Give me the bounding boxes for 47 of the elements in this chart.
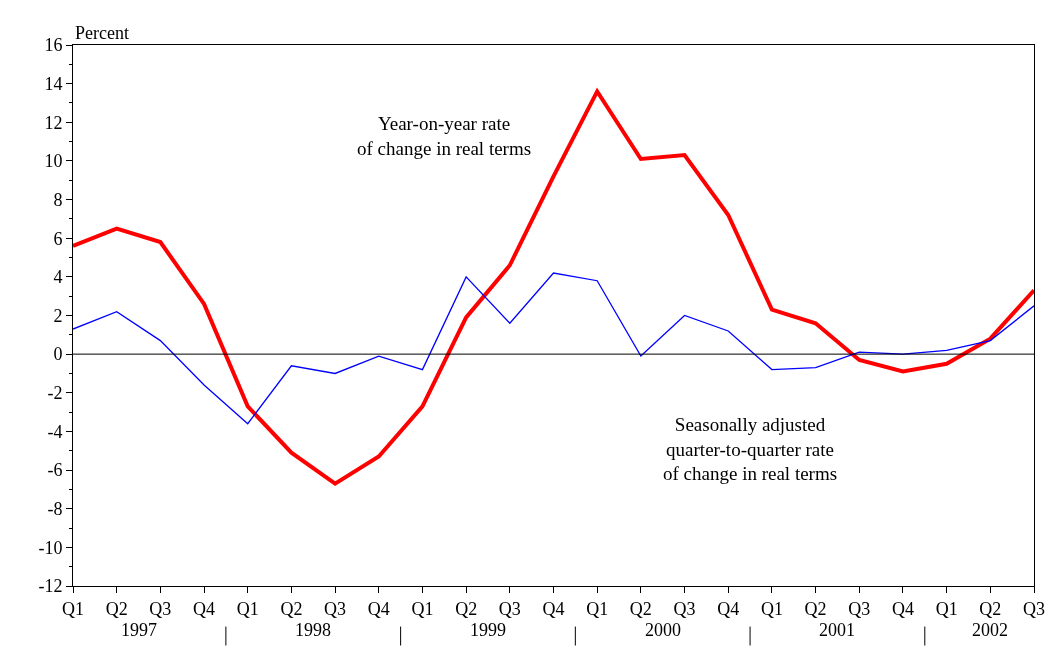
series-label: Year-on-year rate of change in real terms (357, 113, 532, 159)
x-tick-label: Q3 (324, 598, 347, 619)
y-tick-label: 6 (53, 228, 63, 249)
y-tick-label: -2 (47, 383, 63, 404)
text: 1997 (121, 620, 157, 640)
x-tick-label: Q4 (193, 598, 216, 619)
y-tick-label: -6 (47, 460, 63, 481)
x-tick-label: Q4 (717, 598, 740, 619)
x-tick-label: Q2 (979, 598, 1002, 619)
y-tick-label: 14 (44, 73, 63, 94)
x-tick-label: Q1 (62, 598, 84, 619)
x-tick-label: Q2 (804, 598, 827, 619)
y-tick-label: -4 (47, 421, 63, 442)
y-axis-title: Percent (75, 23, 129, 43)
text: 1998 (295, 620, 331, 640)
x-tick-label: Q1 (586, 598, 609, 619)
x-tick-label: Q3 (149, 598, 172, 619)
y-tick-label: 8 (53, 189, 63, 210)
y-tick-label: 12 (44, 112, 63, 133)
x-tick-label: Q1 (935, 598, 958, 619)
x-tick-label: Q3 (498, 598, 521, 619)
x-tick-label: Q4 (891, 598, 914, 619)
text: 2000 (645, 620, 681, 640)
text: 2001 (819, 620, 855, 640)
x-tick-label: Q1 (236, 598, 259, 619)
y-tick-label: 0 (53, 344, 63, 365)
x-tick-label: Q1 (411, 598, 434, 619)
x-tick-label: Q3 (1023, 598, 1045, 619)
x-tick-label: Q3 (673, 598, 696, 619)
y-tick-label: -8 (47, 499, 63, 520)
x-tick-label: Q2 (280, 598, 303, 619)
y-tick-label: -12 (38, 576, 63, 597)
y-tick-label: 16 (44, 35, 63, 56)
x-tick-label: Q1 (760, 598, 783, 619)
x-tick-label: Q4 (542, 598, 565, 619)
y-tick-label: 10 (44, 151, 63, 172)
y-tick-label: 2 (53, 305, 63, 326)
x-tick-label: Q2 (455, 598, 478, 619)
x-tick-label: Q2 (105, 598, 128, 619)
text: 1999 (470, 620, 506, 640)
y-tick-label: 4 (53, 267, 63, 288)
text: 2002 (972, 620, 1008, 640)
text: Seasonally adjusted quarter-to-quarter rate of change in real terms (663, 414, 838, 485)
x-tick-label: Q4 (367, 598, 390, 619)
x-tick-label: Q3 (848, 598, 871, 619)
x-tick-label: Q2 (629, 598, 652, 619)
y-tick-label: -10 (38, 537, 63, 558)
